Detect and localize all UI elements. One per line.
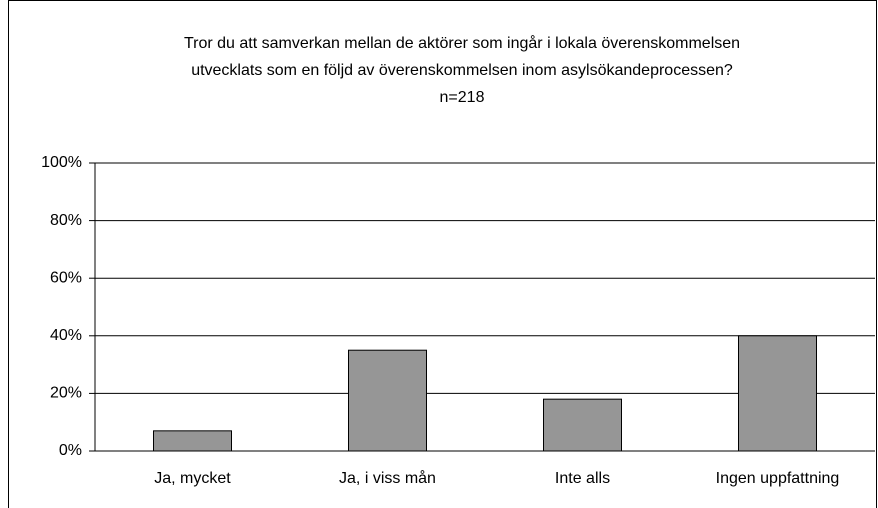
chart-title-line: utvecklats som en följd av överenskommel… bbox=[191, 62, 733, 79]
bar bbox=[738, 335, 817, 452]
bar bbox=[348, 349, 427, 452]
chart-title-line: Tror du att samverkan mellan de aktörer … bbox=[184, 34, 740, 52]
x-tick-label: Ja, mycket bbox=[154, 470, 231, 487]
chart-subtitle: n=218 bbox=[440, 89, 485, 106]
x-tick-label: Ingen uppfattning bbox=[716, 470, 840, 487]
y-tick-label: 40% bbox=[50, 327, 82, 344]
chart-frame bbox=[8, 0, 877, 508]
y-tick-label: 100% bbox=[41, 154, 82, 171]
y-tick-label: 80% bbox=[50, 212, 82, 229]
y-tick-label: 0% bbox=[59, 442, 82, 459]
y-tick-label: 20% bbox=[50, 385, 82, 402]
bar bbox=[543, 398, 622, 452]
x-tick-label: Ja, i viss mån bbox=[339, 469, 436, 487]
bar bbox=[153, 430, 232, 452]
x-tick-label: Inte alls bbox=[555, 470, 610, 487]
y-tick-label: 60% bbox=[50, 269, 82, 286]
